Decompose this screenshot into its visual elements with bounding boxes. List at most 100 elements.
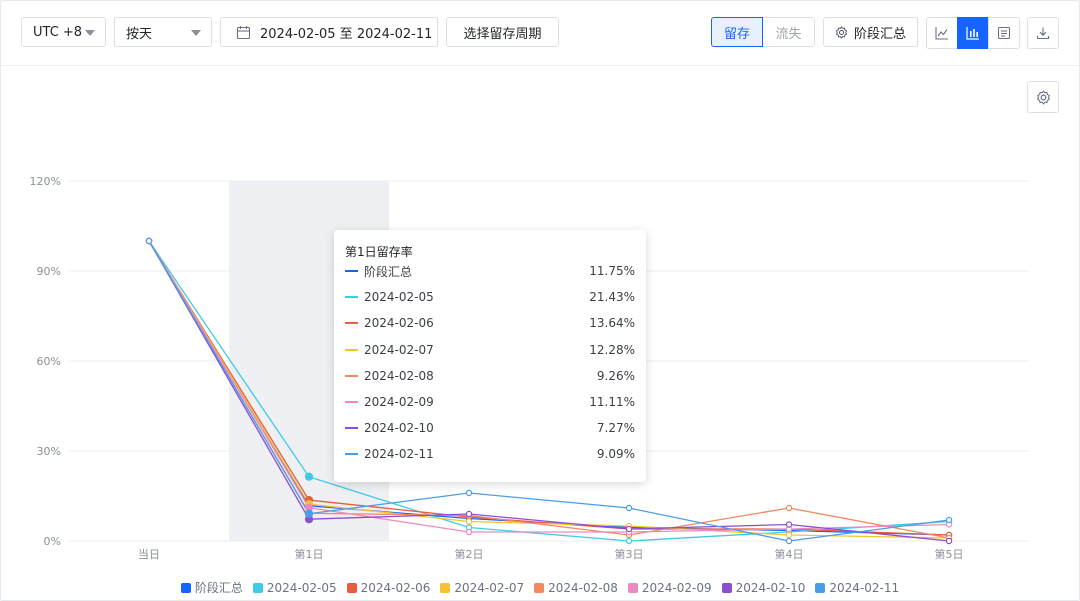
x-tick-label: 第3日 bbox=[615, 547, 644, 561]
legend-label: 2024-02-06 bbox=[360, 580, 431, 595]
tooltip-row: 2024-02-08 9.26% bbox=[345, 366, 635, 386]
data-point bbox=[145, 237, 153, 245]
legend-swatch bbox=[440, 582, 451, 593]
x-tick-label: 第2日 bbox=[455, 547, 484, 561]
data-point bbox=[304, 509, 314, 518]
legend-swatch bbox=[534, 582, 545, 593]
legend-item[interactable]: 2024-02-08 bbox=[534, 579, 618, 596]
legend: 阶段汇总 2024-02-05 2024-02-06 2024-02-07 2024-0… bbox=[1, 579, 1079, 596]
tab-retain-label: 留存 bbox=[723, 26, 750, 42]
data-point bbox=[785, 537, 793, 545]
select-period-label: 选择留存周期 bbox=[463, 26, 542, 42]
legend-label: 阶段汇总 bbox=[194, 581, 243, 595]
series-marker bbox=[345, 270, 358, 272]
legend-label: 2024-02-11 bbox=[829, 580, 900, 595]
legend-label: 2024-02-07 bbox=[454, 580, 525, 595]
tab-churn[interactable]: 流失 bbox=[763, 17, 815, 47]
x-tick-label: 当日 bbox=[138, 547, 160, 561]
data-point bbox=[785, 504, 793, 512]
tooltip-series-value: 21.43% bbox=[589, 290, 635, 305]
tooltip-series-name: 2024-02-10 bbox=[364, 421, 434, 436]
stage-summary-label: 阶段汇总 bbox=[853, 26, 906, 42]
tooltip-row: 阶段汇总 11.75% bbox=[345, 261, 635, 281]
y-tick-label: 90% bbox=[37, 265, 61, 278]
timezone-select[interactable]: UTC +8 bbox=[21, 17, 106, 47]
gear-icon bbox=[835, 25, 848, 39]
legend-label: 2024-02-09 bbox=[641, 580, 712, 595]
tooltip-series-name: 2024-02-05 bbox=[364, 290, 434, 305]
data-point bbox=[945, 537, 953, 545]
tooltip-series-name: 阶段汇总 bbox=[364, 264, 413, 279]
legend-label: 2024-02-08 bbox=[548, 580, 618, 595]
legend-swatch bbox=[721, 582, 732, 593]
y-tick-label: 120% bbox=[30, 175, 61, 188]
data-point bbox=[465, 528, 473, 536]
tooltip-series-value: 9.26% bbox=[596, 368, 635, 383]
series-line bbox=[148, 240, 950, 536]
line-chart-toggle[interactable] bbox=[926, 17, 958, 49]
date-range-label: 2024-02-05 至 2024-02-11 bbox=[260, 26, 433, 42]
tab-retain[interactable]: 留存 bbox=[711, 17, 763, 47]
x-tick-label: 第4日 bbox=[775, 547, 804, 561]
table-icon bbox=[997, 26, 1011, 40]
legend-item[interactable]: 2024-02-06 bbox=[346, 579, 431, 596]
legend-item[interactable]: 2024-02-11 bbox=[815, 579, 899, 596]
series-line bbox=[148, 240, 950, 533]
legend-item[interactable]: 阶段汇总 bbox=[180, 579, 243, 596]
data-point bbox=[304, 472, 314, 481]
table-view-toggle[interactable] bbox=[988, 17, 1020, 49]
timezone-label: UTC +8 bbox=[33, 24, 83, 40]
data-point bbox=[625, 504, 633, 512]
tooltip-row: 2024-02-11 9.09% bbox=[345, 444, 635, 464]
series-marker bbox=[345, 296, 358, 299]
download-button[interactable] bbox=[1027, 17, 1059, 49]
series-line bbox=[148, 240, 950, 539]
tooltip-title: 第1日留存率 bbox=[345, 245, 413, 259]
date-range-picker[interactable]: 2024-02-05 至 2024-02-11 bbox=[220, 17, 438, 47]
series-marker bbox=[345, 348, 358, 351]
legend-swatch bbox=[815, 582, 826, 593]
legend-label: 2024-02-10 bbox=[735, 580, 806, 595]
series-marker bbox=[345, 427, 358, 430]
tooltip-series-value: 9.09% bbox=[596, 447, 635, 462]
tooltip-series-name: 2024-02-07 bbox=[364, 342, 434, 357]
y-tick-label: 60% bbox=[37, 355, 61, 368]
series-marker bbox=[345, 453, 358, 456]
tooltip-series-value: 11.75% bbox=[589, 264, 635, 278]
toolbar: UTC +8 按天 2024-02-05 至 2024-02-11 选择留存周期… bbox=[1, 1, 1079, 66]
tooltip-row: 2024-02-05 21.43% bbox=[345, 287, 635, 307]
data-point bbox=[465, 489, 473, 497]
stage-summary-button[interactable]: 阶段汇总 bbox=[823, 17, 918, 47]
legend-item[interactable]: 2024-02-05 bbox=[252, 579, 337, 596]
series-line bbox=[148, 240, 950, 542]
data-point bbox=[465, 510, 473, 518]
data-point bbox=[625, 525, 633, 533]
data-point bbox=[785, 521, 793, 528]
tab-churn-label: 流失 bbox=[775, 26, 802, 42]
tooltip-series-value: 12.28% bbox=[589, 342, 635, 357]
bar-chart-icon bbox=[966, 27, 979, 40]
tooltip-series-name: 2024-02-11 bbox=[364, 447, 434, 462]
granularity-select[interactable]: 按天 bbox=[114, 17, 212, 47]
legend-item[interactable]: 2024-02-09 bbox=[627, 579, 712, 596]
data-point bbox=[465, 518, 473, 525]
series-marker bbox=[345, 374, 358, 377]
tooltip-row: 2024-02-10 7.27% bbox=[345, 418, 635, 438]
legend-item[interactable]: 2024-02-07 bbox=[440, 579, 524, 596]
gear-icon bbox=[1036, 89, 1050, 105]
y-tick-label: 30% bbox=[37, 445, 61, 458]
legend-swatch bbox=[252, 582, 263, 593]
granularity-label: 按天 bbox=[126, 26, 153, 42]
chevron-down-icon bbox=[191, 30, 201, 36]
chart-settings-button[interactable] bbox=[1027, 81, 1059, 113]
tooltip-series-name: 2024-02-09 bbox=[364, 395, 434, 409]
tooltip-series-value: 13.64% bbox=[589, 316, 635, 331]
data-point bbox=[625, 537, 633, 545]
series-marker bbox=[345, 322, 358, 325]
chevron-down-icon bbox=[85, 30, 95, 36]
tooltip-row: 2024-02-06 13.64% bbox=[345, 313, 635, 333]
select-period-button[interactable]: 选择留存周期 bbox=[446, 17, 559, 47]
download-icon bbox=[1036, 27, 1050, 40]
legend-item[interactable]: 2024-02-10 bbox=[721, 579, 806, 596]
